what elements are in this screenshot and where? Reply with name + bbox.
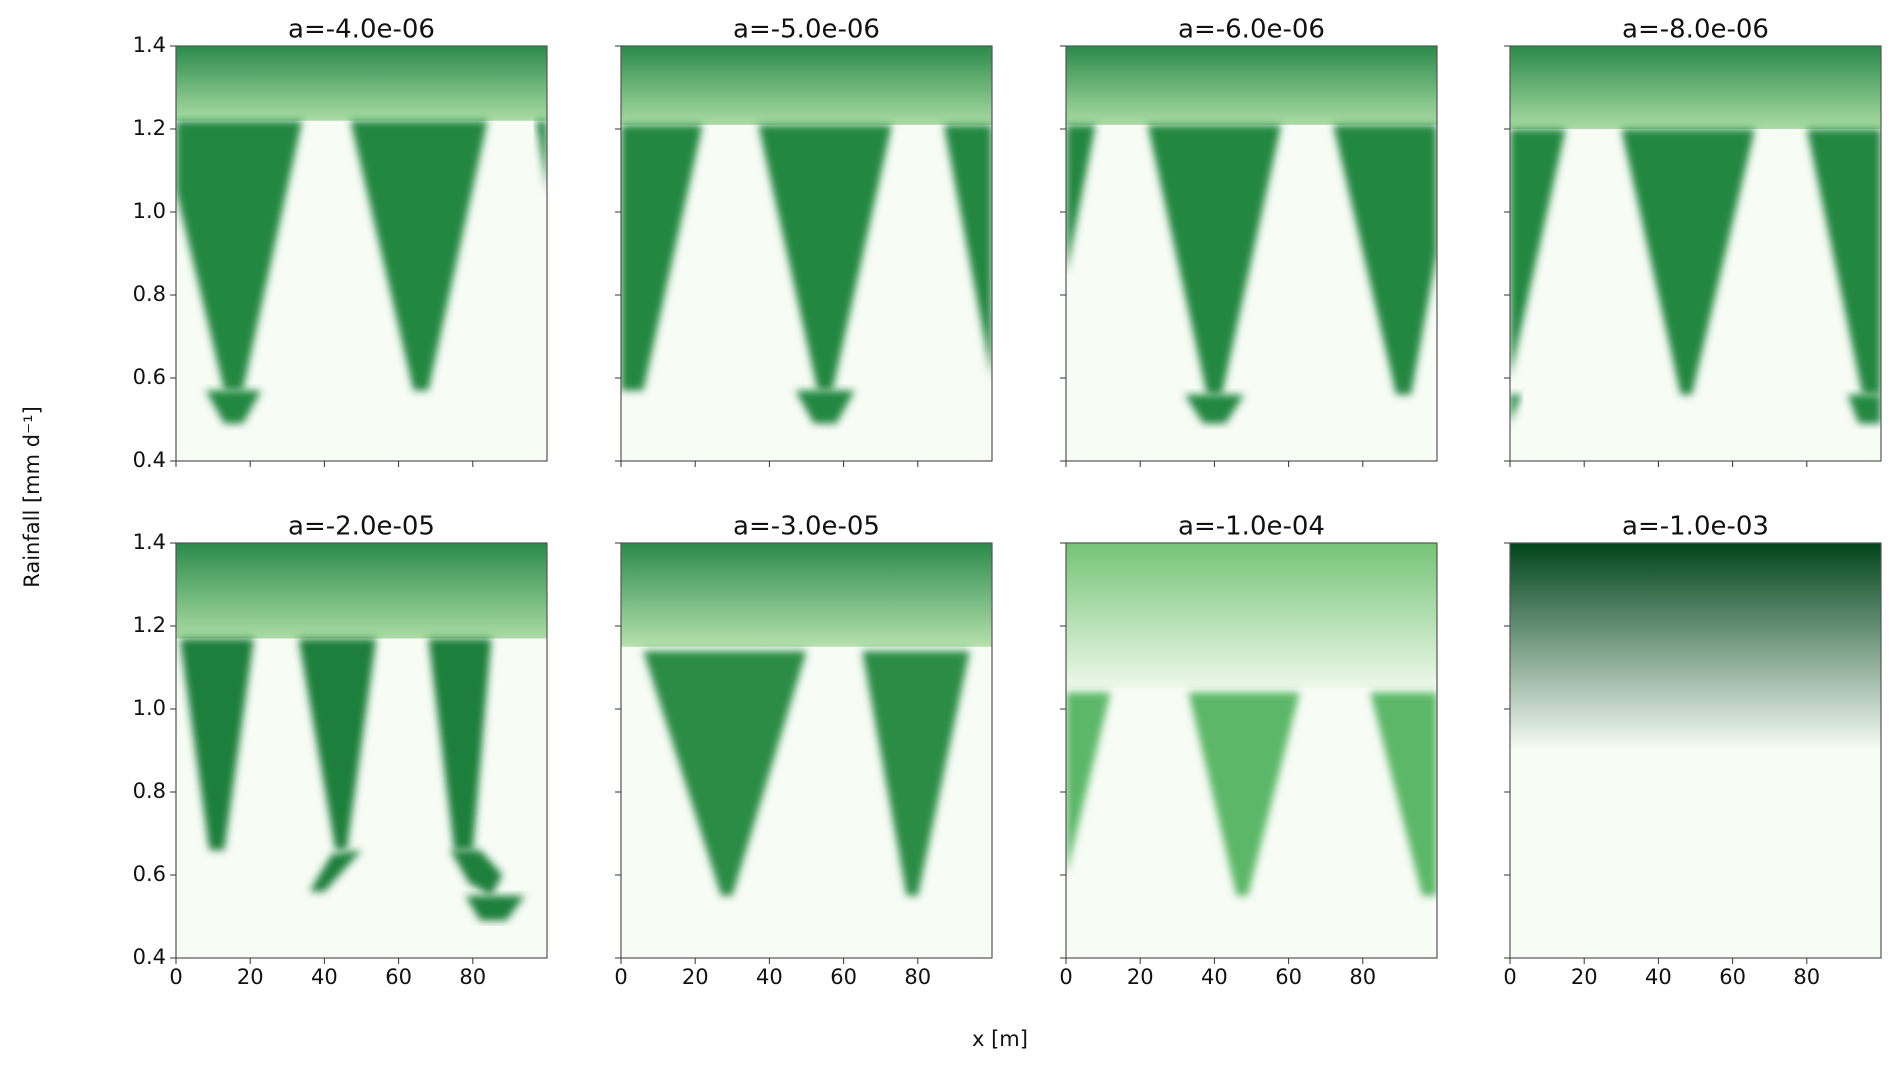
panel [621, 46, 992, 461]
y-tick-label: 0.6 [133, 862, 166, 886]
band [621, 543, 992, 647]
region [1847, 394, 1881, 424]
band [176, 543, 547, 639]
region [535, 120, 547, 192]
y-tick-label: 1.2 [133, 116, 166, 140]
region [1510, 394, 1522, 424]
region [465, 895, 525, 921]
x-tick-label: 0 [614, 965, 627, 989]
x-tick-label: 0 [1059, 965, 1072, 989]
region [1066, 692, 1111, 875]
x-tick-label: 60 [1719, 965, 1746, 989]
band [176, 46, 547, 121]
region [1370, 692, 1437, 896]
region [943, 124, 992, 378]
x-tick-label: 80 [1349, 965, 1376, 989]
region [309, 850, 362, 892]
panel-title: a=-4.0e-06 [288, 15, 435, 45]
band [1066, 46, 1437, 125]
panel [176, 46, 547, 461]
region [1184, 394, 1245, 424]
y-tick-label: 1.0 [133, 199, 166, 223]
region [1510, 129, 1566, 378]
x-tick-label: 40 [311, 965, 338, 989]
region [179, 638, 254, 851]
region [758, 124, 892, 391]
region [1147, 124, 1282, 395]
frame [1509, 542, 1882, 959]
y-tick-label: 0.8 [133, 779, 166, 803]
y-tick-label: 1.2 [133, 613, 166, 637]
x-tick-label: 20 [682, 965, 709, 989]
y-tick-label: 0.6 [133, 365, 166, 389]
x-tick-label: 40 [756, 965, 783, 989]
x-tick-label: 80 [904, 965, 931, 989]
frame [1065, 542, 1438, 959]
frame [620, 542, 993, 959]
band [621, 46, 992, 125]
region [176, 120, 303, 391]
x-tick-label: 0 [1503, 965, 1516, 989]
x-tick-label: 20 [237, 965, 264, 989]
frame [1065, 45, 1438, 462]
region [450, 850, 503, 896]
panel-title: a=-1.0e-04 [1178, 512, 1325, 542]
panel-title: a=-2.0e-05 [288, 512, 435, 542]
x-tick-label: 80 [459, 965, 486, 989]
y-tick-label: 1.4 [133, 530, 166, 554]
panel-title: a=-8.0e-06 [1622, 15, 1769, 45]
y-tick-label: 1.4 [133, 33, 166, 57]
x-tick-label: 0 [169, 965, 182, 989]
frame [175, 45, 548, 462]
x-tick-label: 60 [1275, 965, 1302, 989]
region [1066, 124, 1096, 275]
panel-title: a=-5.0e-06 [733, 15, 880, 45]
panel-title: a=-1.0e-03 [1622, 512, 1769, 542]
region [643, 650, 807, 896]
frame [1509, 45, 1882, 462]
region [1621, 129, 1755, 395]
y-axis-label: Rainfall [mm d⁻¹] [20, 406, 44, 588]
panel [1510, 46, 1881, 461]
region [1188, 692, 1300, 896]
region [621, 124, 703, 391]
frame [175, 542, 548, 959]
band [1510, 543, 1881, 751]
x-tick-label: 20 [1127, 965, 1154, 989]
region [795, 390, 855, 424]
x-tick-label: 60 [830, 965, 857, 989]
y-tick-label: 1.0 [133, 696, 166, 720]
x-tick-label: 40 [1645, 965, 1672, 989]
band [1510, 46, 1881, 129]
region [298, 638, 377, 851]
x-tick-label: 40 [1201, 965, 1228, 989]
region [862, 650, 970, 896]
region [1806, 129, 1881, 395]
region [428, 638, 492, 851]
y-tick-label: 0.4 [133, 448, 166, 472]
region [205, 390, 262, 424]
frame [620, 45, 993, 462]
panel-title: a=-3.0e-05 [733, 512, 880, 542]
panel-title: a=-6.0e-06 [1178, 15, 1325, 45]
x-tick-label: 60 [385, 965, 412, 989]
panel [1066, 46, 1437, 461]
y-tick-label: 0.8 [133, 282, 166, 306]
panel [1510, 543, 1881, 958]
panel [176, 543, 547, 958]
y-tick-label: 0.4 [133, 945, 166, 969]
region [350, 120, 488, 391]
panel [1066, 543, 1437, 958]
band [1066, 543, 1437, 689]
x-tick-label: 80 [1793, 965, 1820, 989]
region [1333, 124, 1437, 395]
panel [621, 543, 992, 958]
x-axis-label: x [m] [972, 1027, 1028, 1051]
x-tick-label: 20 [1571, 965, 1598, 989]
